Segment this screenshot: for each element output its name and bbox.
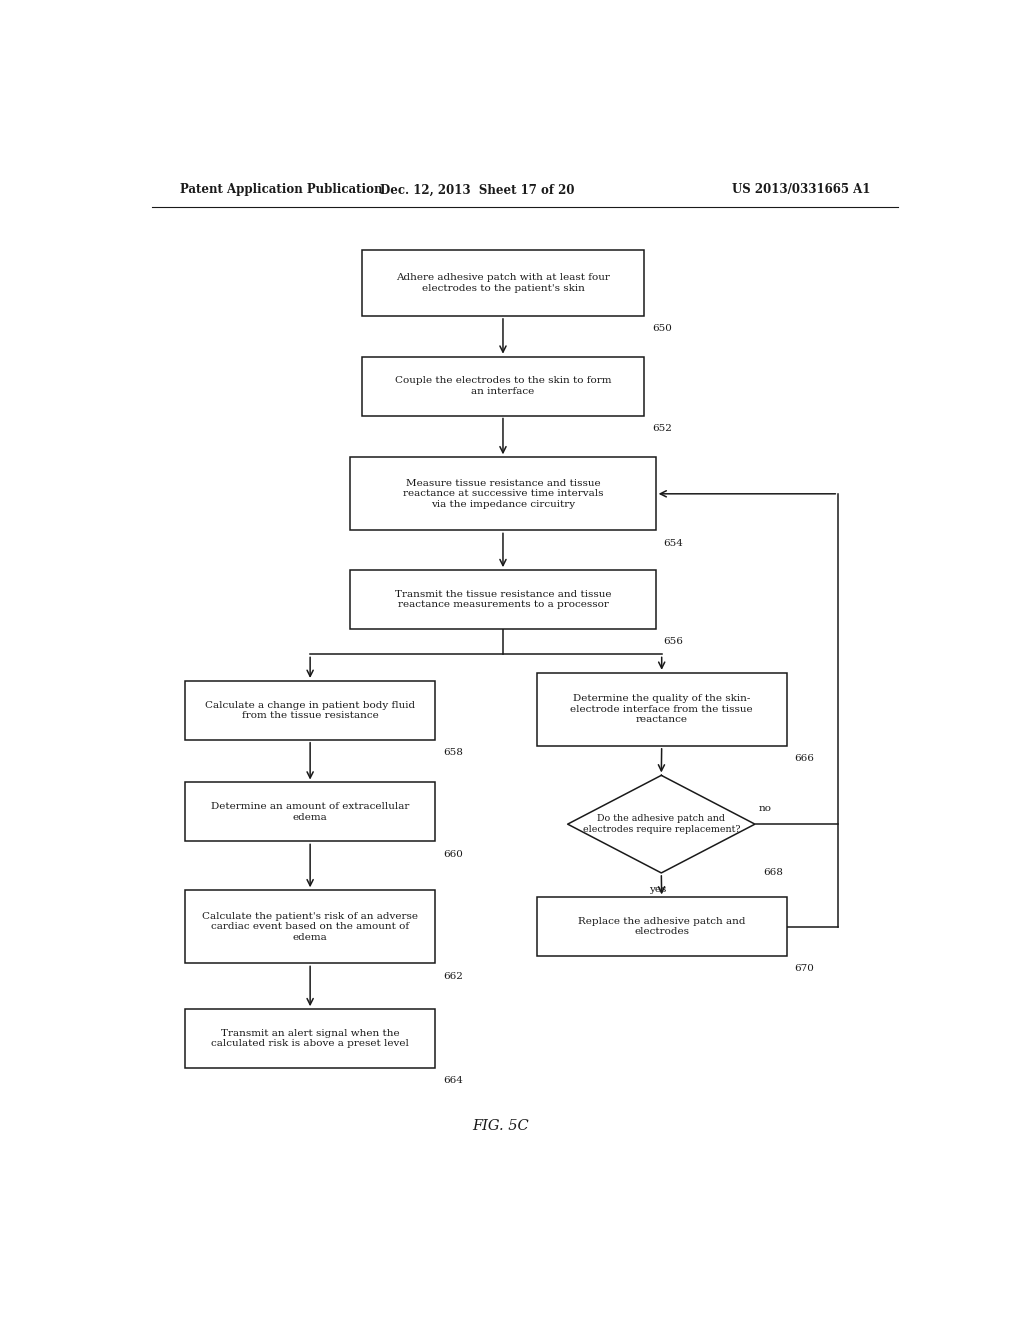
Text: 656: 656 [664, 638, 684, 645]
Text: Couple the electrodes to the skin to form
an interface: Couple the electrodes to the skin to for… [394, 376, 611, 396]
Text: 664: 664 [443, 1076, 463, 1085]
Text: US 2013/0331665 A1: US 2013/0331665 A1 [731, 183, 870, 197]
Text: 660: 660 [443, 850, 463, 858]
Text: Determine the quality of the skin-
electrode interface from the tissue
reactance: Determine the quality of the skin- elect… [570, 694, 753, 725]
Text: 662: 662 [443, 972, 463, 981]
Text: yes: yes [648, 886, 666, 894]
Text: 652: 652 [651, 424, 672, 433]
Text: 650: 650 [651, 325, 672, 333]
Text: Adhere adhesive patch with at least four
electrodes to the patient's skin: Adhere adhesive patch with at least four… [396, 273, 610, 293]
Text: Determine an amount of extracellular
edema: Determine an amount of extracellular ede… [211, 803, 410, 821]
Text: Replace the adhesive patch and
electrodes: Replace the adhesive patch and electrode… [578, 917, 745, 936]
FancyBboxPatch shape [185, 890, 435, 964]
FancyBboxPatch shape [350, 570, 655, 630]
Text: 654: 654 [664, 539, 684, 548]
Text: 658: 658 [443, 748, 463, 756]
Text: Dec. 12, 2013  Sheet 17 of 20: Dec. 12, 2013 Sheet 17 of 20 [380, 183, 574, 197]
FancyBboxPatch shape [537, 673, 786, 746]
Text: Transmit the tissue resistance and tissue
reactance measurements to a processor: Transmit the tissue resistance and tissu… [394, 590, 611, 610]
Text: Calculate the patient's risk of an adverse
cardiac event based on the amount of
: Calculate the patient's risk of an adver… [202, 912, 418, 941]
FancyBboxPatch shape [350, 457, 655, 531]
Text: Calculate a change in patient body fluid
from the tissue resistance: Calculate a change in patient body fluid… [205, 701, 415, 719]
FancyBboxPatch shape [185, 1008, 435, 1068]
Polygon shape [567, 775, 755, 873]
Text: 668: 668 [763, 867, 782, 876]
FancyBboxPatch shape [362, 249, 644, 315]
FancyBboxPatch shape [185, 681, 435, 739]
Text: Transmit an alert signal when the
calculated risk is above a preset level: Transmit an alert signal when the calcul… [211, 1028, 409, 1048]
Text: Patent Application Publication: Patent Application Publication [179, 183, 382, 197]
FancyBboxPatch shape [185, 783, 435, 841]
Text: FIG. 5C: FIG. 5C [473, 1119, 529, 1133]
FancyBboxPatch shape [537, 898, 786, 956]
Text: Do the adhesive patch and
electrodes require replacement?: Do the adhesive patch and electrodes req… [583, 814, 740, 834]
Text: no: no [759, 804, 772, 813]
Text: Measure tissue resistance and tissue
reactance at successive time intervals
via : Measure tissue resistance and tissue rea… [402, 479, 603, 508]
Text: 670: 670 [795, 965, 814, 973]
Text: 666: 666 [795, 754, 814, 763]
FancyBboxPatch shape [362, 356, 644, 416]
